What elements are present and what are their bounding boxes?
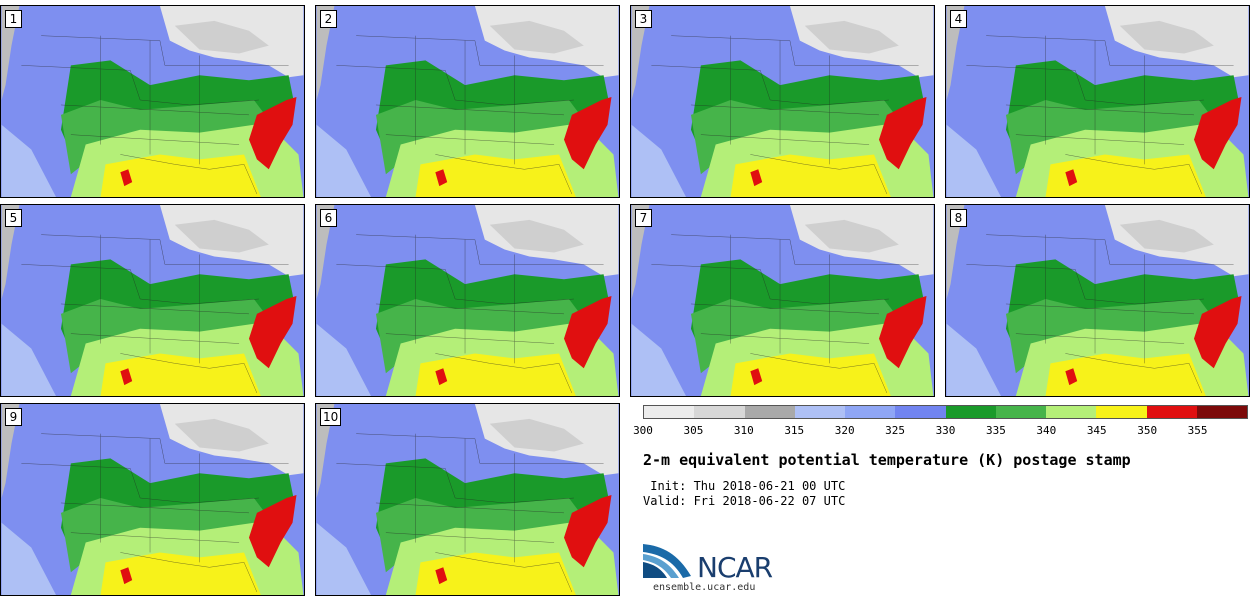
member-label-6: 6 bbox=[320, 209, 337, 227]
member-panel-6[interactable]: 6 bbox=[315, 204, 620, 397]
map-1 bbox=[1, 6, 304, 197]
colorbar-tick-label: 350 bbox=[1137, 424, 1158, 437]
colorbar-segment bbox=[694, 406, 745, 418]
colorbar-ticks: 300 305 310 315 320 325 330 335 340 345 350 355 bbox=[633, 424, 1248, 438]
site-url: ensemble.ucar.edu bbox=[653, 582, 756, 593]
colorbar-tick-label: 320 bbox=[834, 424, 855, 437]
colorbar-segment bbox=[794, 406, 845, 418]
ncar-logo-icon bbox=[643, 544, 691, 578]
member-label-9: 9 bbox=[5, 408, 22, 426]
member-panel-10[interactable]: 10 bbox=[315, 403, 620, 596]
colorbar-segment bbox=[845, 406, 896, 418]
map-3 bbox=[631, 6, 934, 197]
figure-title: 2-m equivalent potential temperature (K)… bbox=[643, 451, 1131, 469]
member-panel-3[interactable]: 3 bbox=[630, 5, 935, 198]
member-label-4: 4 bbox=[950, 10, 967, 28]
ncar-logo-text: NCAR bbox=[697, 551, 773, 584]
member-label-2: 2 bbox=[320, 10, 337, 28]
colorbar-segment bbox=[744, 406, 795, 418]
colorbar-segment bbox=[895, 406, 946, 418]
map-7 bbox=[631, 205, 934, 396]
colorbar-tick-label: 355 bbox=[1187, 424, 1208, 437]
member-label-10: 10 bbox=[320, 408, 342, 426]
member-panel-4[interactable]: 4 bbox=[945, 5, 1250, 198]
colorbar-segment bbox=[945, 406, 996, 418]
colorbar-segment bbox=[644, 406, 695, 418]
init-time: Init: Thu 2018-06-21 00 UTC bbox=[643, 479, 846, 493]
member-panel-1[interactable]: 1 bbox=[0, 5, 305, 198]
member-panel-2[interactable]: 2 bbox=[315, 5, 620, 198]
colorbar-segment bbox=[1146, 406, 1197, 418]
colorbar-segment bbox=[995, 406, 1046, 418]
map-4 bbox=[946, 6, 1249, 197]
member-label-3: 3 bbox=[635, 10, 652, 28]
member-label-8: 8 bbox=[950, 209, 967, 227]
colorbar bbox=[643, 405, 1248, 419]
colorbar-tick-label: 300 bbox=[633, 424, 653, 437]
colorbar-tick-label: 345 bbox=[1086, 424, 1107, 437]
member-label-5: 5 bbox=[5, 209, 22, 227]
colorbar-tick-label: 330 bbox=[935, 424, 956, 437]
valid-time: Valid: Fri 2018-06-22 07 UTC bbox=[643, 494, 846, 508]
member-panel-8[interactable]: 8 bbox=[945, 204, 1250, 397]
colorbar-segment bbox=[1196, 406, 1247, 418]
colorbar-tick-label: 335 bbox=[985, 424, 1006, 437]
colorbar-segment bbox=[1046, 406, 1097, 418]
map-9 bbox=[1, 404, 304, 595]
map-8 bbox=[946, 205, 1249, 396]
colorbar-tick-label: 315 bbox=[784, 424, 805, 437]
colorbar-tick-label: 305 bbox=[683, 424, 704, 437]
map-10 bbox=[316, 404, 619, 595]
member-label-1: 1 bbox=[5, 10, 22, 28]
member-panel-5[interactable]: 5 bbox=[0, 204, 305, 397]
member-panel-7[interactable]: 7 bbox=[630, 204, 935, 397]
map-6 bbox=[316, 205, 619, 396]
colorbar-segment bbox=[1096, 406, 1147, 418]
colorbar-tick-label: 340 bbox=[1036, 424, 1057, 437]
map-2 bbox=[316, 6, 619, 197]
member-panel-9[interactable]: 9 bbox=[0, 403, 305, 596]
map-5 bbox=[1, 205, 304, 396]
colorbar-tick-label: 325 bbox=[885, 424, 906, 437]
colorbar-tick-label: 310 bbox=[733, 424, 754, 437]
member-label-7: 7 bbox=[635, 209, 652, 227]
